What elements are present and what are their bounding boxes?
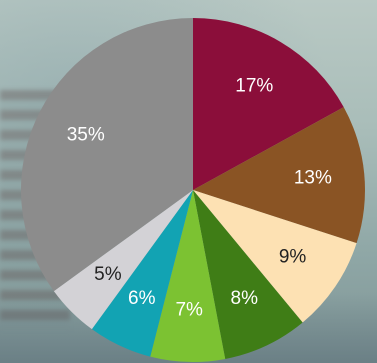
pie-slice-0 (193, 18, 344, 190)
pie-slice-4 (150, 190, 226, 362)
pie-label-5: 6% (128, 288, 156, 309)
pie-label-0: 17% (235, 75, 273, 96)
pie-label-6: 5% (94, 264, 122, 285)
pie-slice-7 (21, 18, 193, 292)
pie-label-1: 13% (294, 168, 332, 189)
pie-slices (21, 18, 365, 362)
pie-label-4: 7% (175, 299, 203, 320)
pie-label-7: 35% (67, 124, 105, 145)
pie-label-2: 9% (279, 247, 307, 268)
pie-slice-1 (193, 107, 365, 244)
pie-slice-6 (53, 190, 193, 330)
pie-slice-3 (193, 190, 303, 359)
pie-slice-5 (91, 190, 193, 357)
pie-label-3: 8% (231, 288, 259, 309)
pie-labels: 17% 13% 9% 8% 7% 6% 5% 35% (67, 75, 332, 320)
pie-slice-2 (193, 190, 357, 323)
